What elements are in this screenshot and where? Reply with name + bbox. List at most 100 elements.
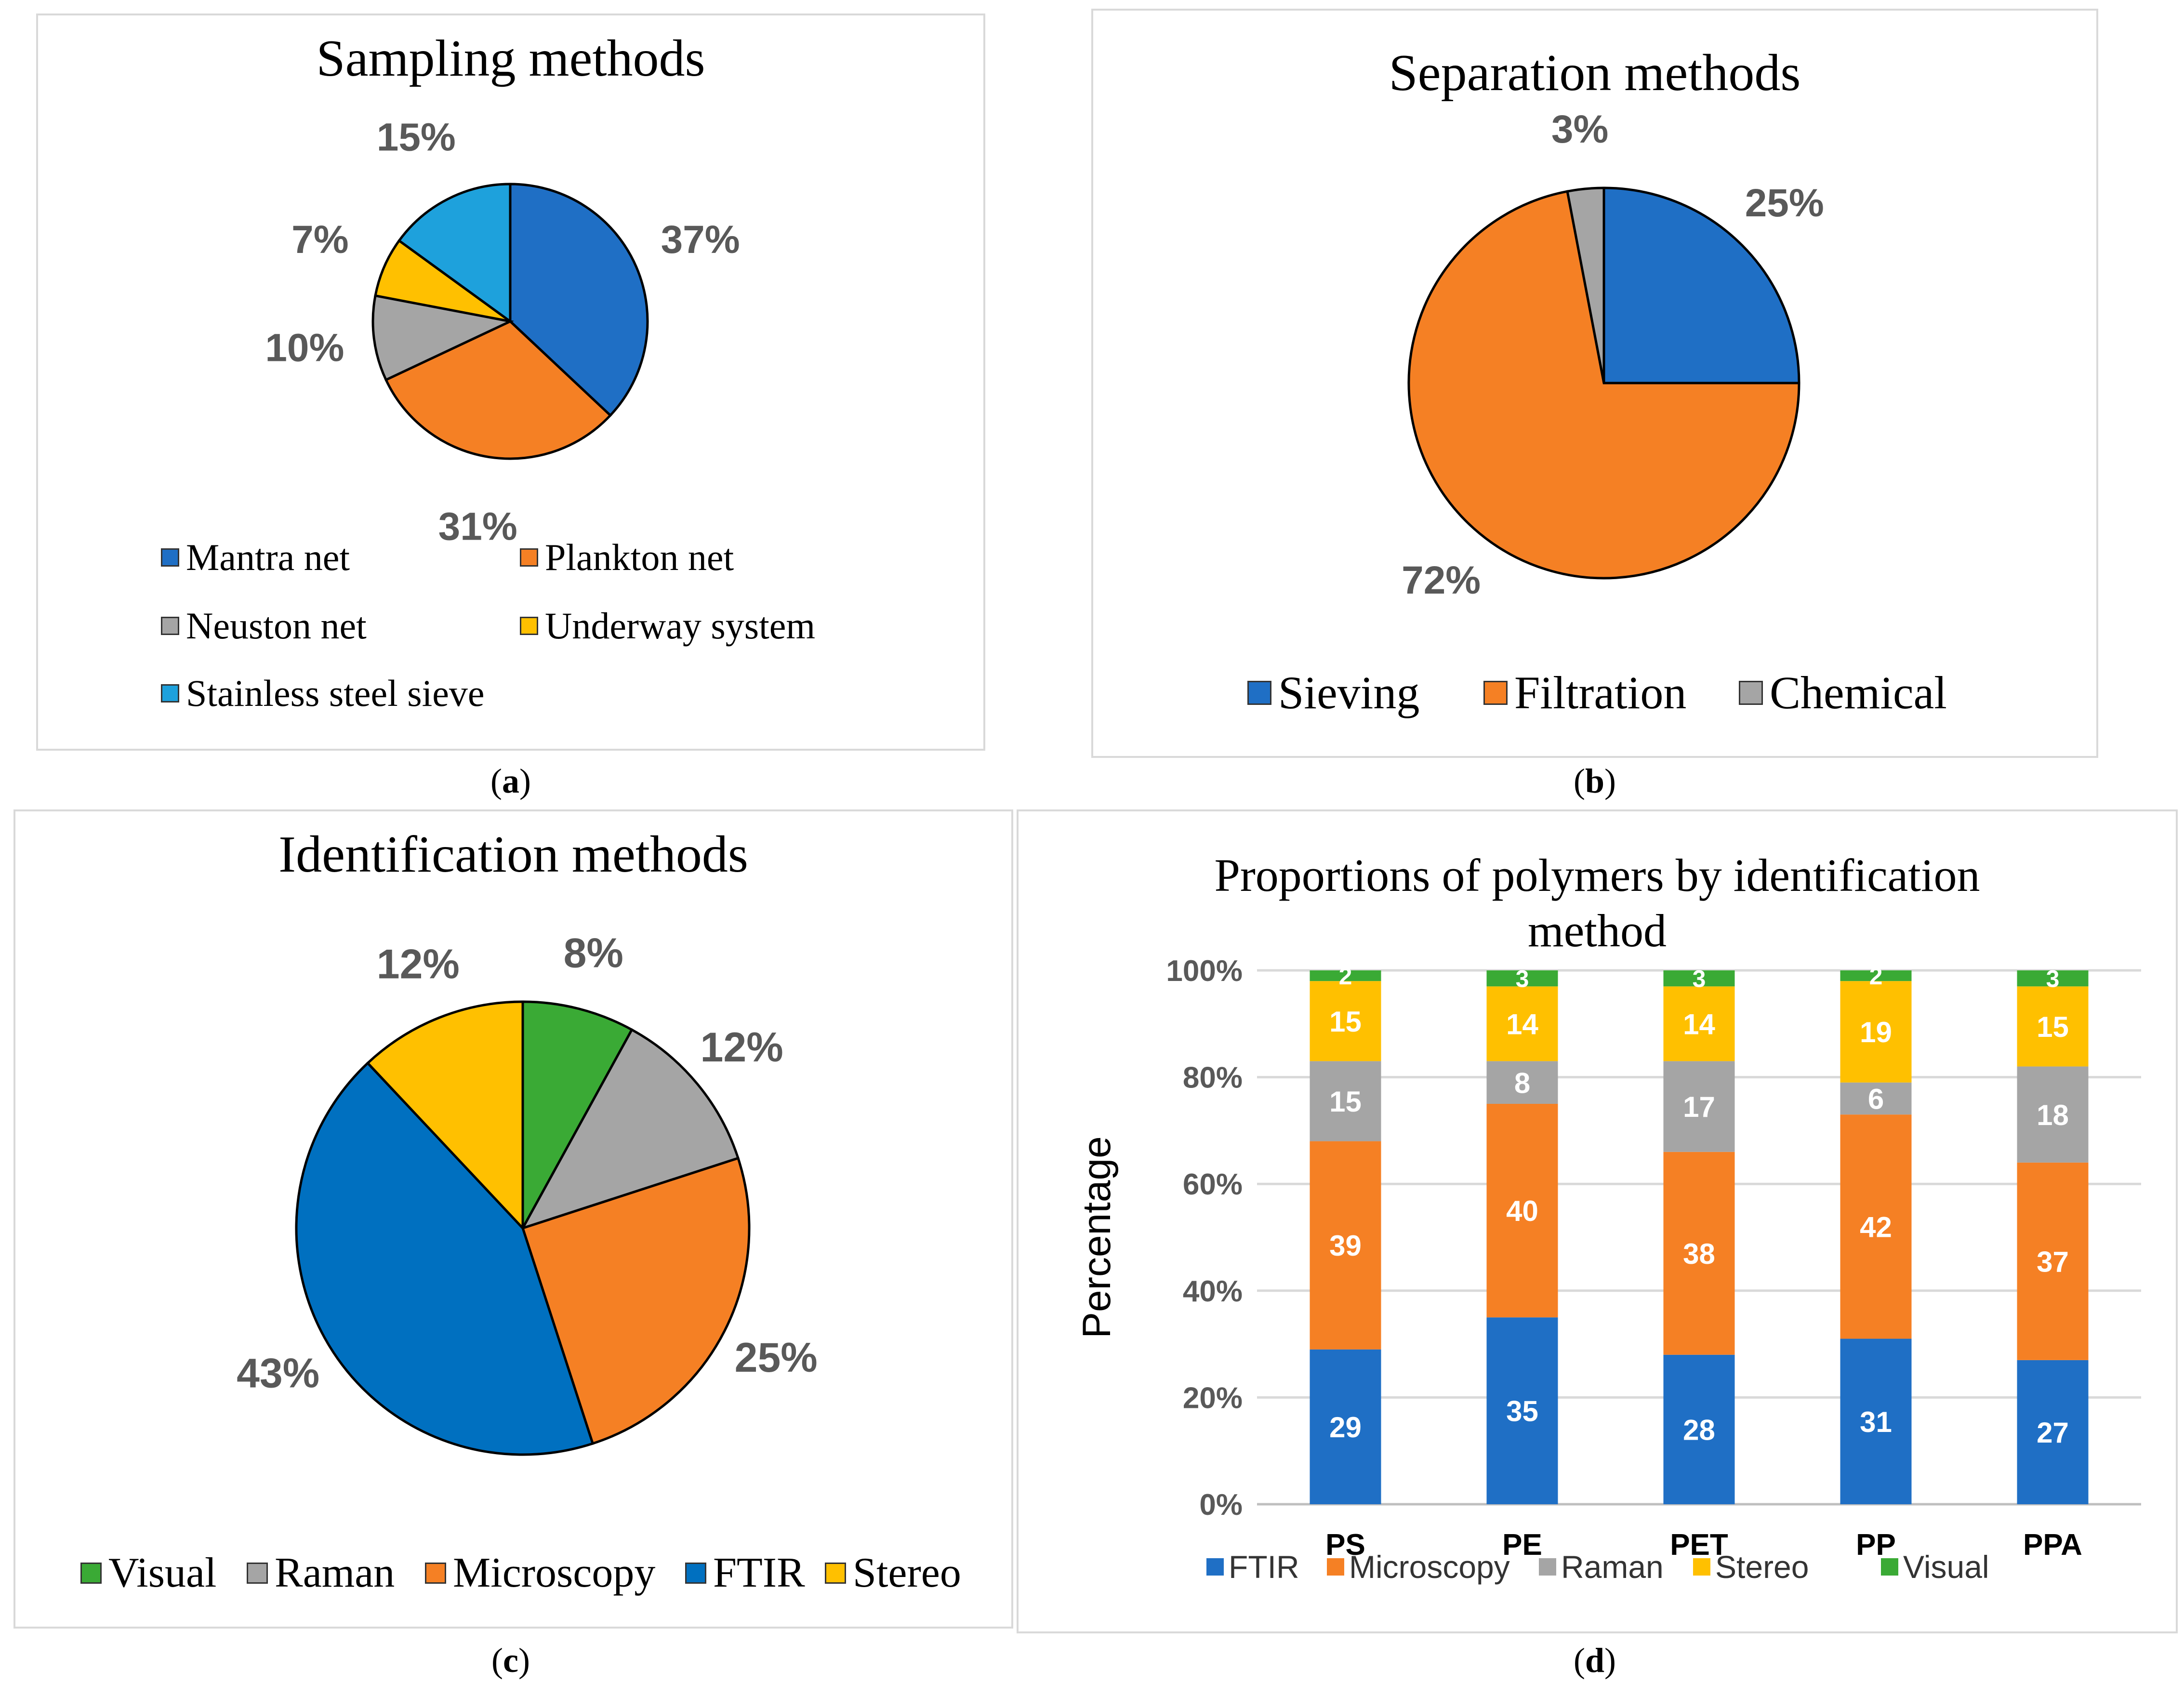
x-tick-label: PE bbox=[1502, 1528, 1542, 1562]
data-label: 42 bbox=[1860, 1211, 1892, 1243]
pie-value-label: 12% bbox=[377, 941, 460, 988]
bar-segment bbox=[1663, 1061, 1735, 1152]
legend-swatch bbox=[1693, 1558, 1710, 1576]
bar-segment bbox=[1310, 1061, 1381, 1141]
data-label: 17 bbox=[1683, 1091, 1715, 1123]
pie-slice bbox=[1407, 190, 1800, 580]
data-label: 6 bbox=[1868, 1083, 1884, 1115]
legend-swatch bbox=[1327, 1558, 1344, 1576]
chart-title: Identification methods bbox=[278, 826, 748, 883]
data-label: 3 bbox=[2046, 966, 2060, 993]
pie-value-label: 25% bbox=[1745, 181, 1824, 225]
bar-segment bbox=[1310, 970, 1381, 981]
pie-value-label: 43% bbox=[237, 1350, 319, 1396]
stacked-bar-chart: 0% 20% 40% 60% 80% 100% Percentage 29 39 15 15 2 PS 3… bbox=[1075, 954, 2141, 1562]
legend-label: FTIR bbox=[1229, 1549, 1299, 1585]
legend-item: Stereo bbox=[825, 1549, 961, 1597]
legend-label: Neuston net bbox=[186, 605, 367, 647]
pie-slice bbox=[1566, 186, 1605, 384]
x-tick-label: PP bbox=[1856, 1528, 1896, 1562]
bar-segment bbox=[1486, 1317, 1558, 1504]
pie-value-label: 12% bbox=[701, 1024, 783, 1071]
legend-item: Raman bbox=[1539, 1549, 1664, 1585]
pie-chart-identification: 8% 12% 25% 43% 12% bbox=[237, 930, 818, 1456]
data-label: 19 bbox=[1860, 1016, 1892, 1048]
x-tick-label: PS bbox=[1325, 1528, 1365, 1562]
legend-item: Filtration bbox=[1483, 666, 1686, 719]
data-label: 14 bbox=[1506, 1008, 1538, 1040]
bar-segment bbox=[2017, 1360, 2089, 1504]
pie-value-label: 3% bbox=[1551, 107, 1609, 151]
y-tick-label: 20% bbox=[1183, 1381, 1243, 1415]
legend-item: Microscopy bbox=[425, 1549, 655, 1597]
data-label: 40 bbox=[1506, 1195, 1538, 1227]
panel-identification: Identification methods 8% 12% 25% 43% 12% Vi… bbox=[13, 809, 1013, 1629]
legend-swatch bbox=[161, 548, 179, 567]
bar-segment bbox=[1840, 1338, 1912, 1504]
legend-item: Neuston net bbox=[161, 604, 367, 648]
legend-item: FTIR bbox=[685, 1549, 805, 1597]
pie-slice bbox=[366, 1000, 524, 1232]
legend-label: Stainless steel sieve bbox=[186, 672, 485, 714]
pie-slice bbox=[509, 183, 649, 417]
legend-label: Chemical bbox=[1770, 667, 1947, 718]
pie-value-label: 15% bbox=[377, 116, 456, 159]
data-label: 8 bbox=[1514, 1067, 1530, 1099]
legend-item: Stereo bbox=[1693, 1549, 1809, 1585]
bar-segment bbox=[1840, 1114, 1912, 1339]
data-label: 38 bbox=[1683, 1238, 1715, 1270]
pie-value-label: 31% bbox=[438, 504, 517, 548]
pie-value-label: 8% bbox=[564, 930, 623, 977]
data-label: 39 bbox=[1329, 1230, 1362, 1262]
y-tick-label: 40% bbox=[1183, 1275, 1243, 1308]
data-label: 28 bbox=[1683, 1414, 1715, 1446]
data-label: 3 bbox=[1693, 966, 1706, 993]
data-label: 3 bbox=[1516, 966, 1529, 993]
legend-swatch bbox=[1206, 1558, 1224, 1576]
bar-segment bbox=[2017, 1162, 2089, 1360]
chart-title: Sampling methods bbox=[316, 30, 705, 87]
legend-item: Sieving bbox=[1247, 666, 1419, 719]
data-label: 2 bbox=[1869, 963, 1883, 990]
pie-value-label: 25% bbox=[735, 1335, 818, 1381]
bar-segment bbox=[1486, 986, 1558, 1061]
y-axis-label: Percentage bbox=[1075, 1136, 1119, 1338]
legend-label: Stereo bbox=[1715, 1549, 1809, 1585]
y-tick-label: 0% bbox=[1199, 1488, 1243, 1522]
panel-separation: Separation methods 25% 72% 3% Sieving Filt… bbox=[1091, 9, 2098, 758]
bar-segment bbox=[1310, 1141, 1381, 1350]
legend-item: Raman bbox=[247, 1549, 395, 1597]
bar-segment bbox=[1310, 981, 1381, 1061]
legend-label: Microscopy bbox=[453, 1550, 656, 1596]
legend-swatch bbox=[247, 1562, 268, 1584]
bar-segment bbox=[1310, 1349, 1381, 1504]
panel-polymers: Proportions of polymers by identificatio… bbox=[1017, 809, 2178, 1633]
bar-segment bbox=[1840, 981, 1912, 1083]
pie-slice bbox=[520, 1028, 740, 1231]
data-label: 15 bbox=[2037, 1011, 2069, 1043]
pie-slice bbox=[295, 1061, 595, 1456]
panel-label-d: (d) bbox=[1573, 1641, 1616, 1680]
legend-label: Filtration bbox=[1514, 667, 1687, 718]
data-label: 15 bbox=[1329, 1086, 1362, 1118]
data-label: 14 bbox=[1683, 1008, 1715, 1040]
legend-label: Sieving bbox=[1278, 667, 1420, 718]
legend-label: Visual bbox=[1903, 1549, 1989, 1585]
legend-label: Visual bbox=[108, 1550, 217, 1596]
legend-item: Microscopy bbox=[1327, 1549, 1510, 1585]
data-label: 18 bbox=[2037, 1099, 2069, 1131]
pie-chart-separation: 25% 72% 3% bbox=[1402, 107, 1824, 602]
legend-swatch bbox=[1539, 1558, 1556, 1576]
pie-value-label: 10% bbox=[265, 326, 344, 370]
legend-label: Raman bbox=[275, 1550, 395, 1596]
pie-slice bbox=[371, 294, 515, 382]
bar-segment bbox=[1486, 970, 1558, 987]
data-label: 35 bbox=[1506, 1395, 1538, 1428]
legend-swatch bbox=[161, 617, 179, 635]
legend-swatch bbox=[1881, 1558, 1898, 1576]
data-label: 27 bbox=[2037, 1417, 2069, 1449]
legend-item: FTIR bbox=[1206, 1549, 1299, 1585]
bar-segment bbox=[1663, 1152, 1735, 1355]
data-label: 29 bbox=[1329, 1411, 1362, 1444]
pie-slice bbox=[521, 1156, 751, 1445]
